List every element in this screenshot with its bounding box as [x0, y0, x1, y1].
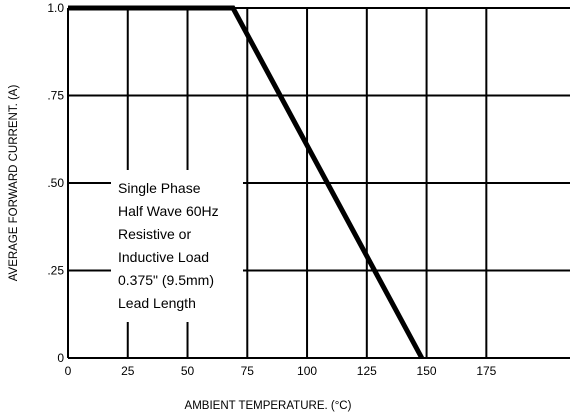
- y-tick-label: 1.0: [47, 1, 64, 15]
- x-tick-label: 175: [476, 364, 496, 378]
- x-tick-label: 75: [241, 364, 255, 378]
- series-group: [68, 5, 424, 360]
- x-tick-label: 150: [417, 364, 437, 378]
- y-tick-label: 0: [57, 351, 64, 365]
- note-line: Lead Length: [118, 295, 196, 311]
- y-tick-label: .50: [47, 176, 64, 190]
- note-background: [111, 170, 243, 322]
- x-tick-label: 50: [181, 364, 195, 378]
- y-axis-title: AVERAGE FORWARD CURRENT. (A): [8, 85, 20, 282]
- series-line: [68, 5, 424, 360]
- x-tick-label: 100: [297, 364, 317, 378]
- y-tick-labels: 0 .25 .50 .75 1.0: [47, 1, 64, 365]
- note-line: Resistive or: [118, 226, 191, 242]
- y-tick-label: .25: [47, 264, 64, 278]
- x-tick-label: 0: [65, 364, 72, 378]
- x-axis-title: AMBIENT TEMPERATURE. (°C): [185, 400, 352, 412]
- note-line: Half Wave 60Hz: [118, 203, 219, 219]
- note-line: 0.375" (9.5mm): [118, 272, 214, 288]
- x-tick-labels: 0 25 50 75 100 125 150 175: [65, 364, 497, 378]
- x-tick-label: 125: [357, 364, 377, 378]
- x-tick-label: 25: [121, 364, 135, 378]
- y-tick-label: .75: [47, 89, 64, 103]
- note-box: Single Phase Half Wave 60Hz Resistive or In…: [111, 170, 243, 322]
- note-line: Inductive Load: [118, 249, 209, 265]
- note-line: Single Phase: [118, 180, 201, 196]
